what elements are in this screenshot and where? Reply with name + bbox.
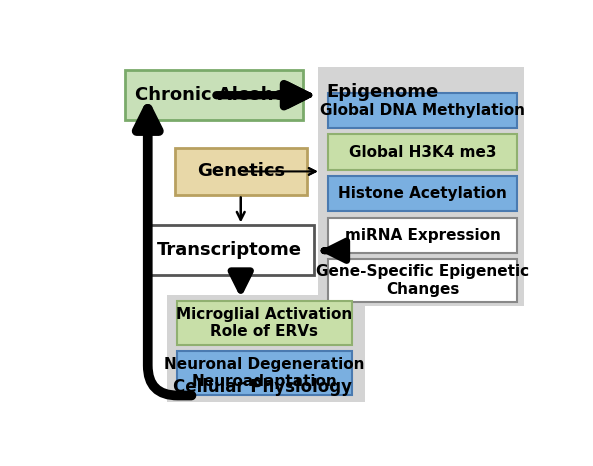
- FancyBboxPatch shape: [175, 148, 307, 194]
- FancyBboxPatch shape: [329, 176, 518, 212]
- FancyBboxPatch shape: [329, 259, 518, 302]
- Text: Genetics: Genetics: [197, 163, 285, 180]
- FancyBboxPatch shape: [329, 93, 518, 128]
- Text: miRNA Expression: miRNA Expression: [345, 228, 501, 243]
- Text: Histone Acetylation: Histone Acetylation: [339, 186, 508, 201]
- FancyBboxPatch shape: [125, 70, 303, 120]
- FancyBboxPatch shape: [167, 295, 365, 403]
- Text: Cellular Physiology: Cellular Physiology: [173, 378, 352, 396]
- Text: Gene-Specific Epigenetic
Changes: Gene-Specific Epigenetic Changes: [316, 264, 530, 296]
- FancyBboxPatch shape: [177, 301, 352, 345]
- Text: Chronic Alcohol: Chronic Alcohol: [135, 86, 292, 104]
- Text: Global H3K4 me3: Global H3K4 me3: [349, 144, 496, 160]
- Text: Microglial Activation
Role of ERVs: Microglial Activation Role of ERVs: [176, 307, 352, 339]
- FancyBboxPatch shape: [318, 68, 524, 306]
- FancyBboxPatch shape: [329, 135, 518, 170]
- FancyBboxPatch shape: [329, 218, 518, 253]
- Text: Epigenome: Epigenome: [326, 83, 438, 101]
- FancyBboxPatch shape: [144, 226, 314, 275]
- Text: Neuronal Degeneration
Neuroadaptation: Neuronal Degeneration Neuroadaptation: [164, 357, 365, 390]
- Text: Global DNA Methylation: Global DNA Methylation: [320, 103, 525, 118]
- FancyBboxPatch shape: [177, 351, 352, 396]
- Text: Transcriptome: Transcriptome: [157, 241, 302, 260]
